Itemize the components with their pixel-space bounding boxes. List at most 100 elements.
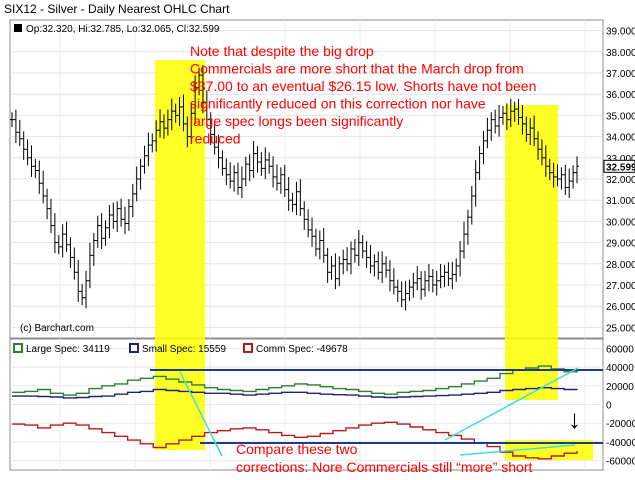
ohlc-bar [313,228,318,257]
price-tick-label: 25.000 [606,323,635,334]
ohlc-bar [368,244,373,274]
chart-title: SIX12 - Silver - Daily Nearest OHLC Char… [4,2,230,16]
cot-legend-label: Small Spec: 15559 [142,344,226,355]
ohlc-bar [274,164,279,191]
annotation-note-line: Note that despite the big drop [190,43,374,59]
ohlc-bar [220,150,225,176]
ohlc-bar [547,158,552,181]
annotation-compare-line: corrections: Nore Commercials still “mor… [236,459,533,475]
ohlc-bar [216,134,221,169]
ohlc-bar [411,272,416,298]
down-arrow-icon: ↓ [568,404,581,434]
cot-tick-label: 0 [606,401,612,412]
ohlc-bar [520,105,525,135]
cot-legend-swatch [13,343,23,353]
ohlc-bar [259,152,264,176]
ohlc-bar [17,119,22,147]
ohlc-bar [76,259,81,302]
ohlc-bar [290,192,295,212]
cot-legend-swatch [129,343,139,353]
price-tick-label: 37.000 [606,69,635,80]
ohlc-bar [399,281,404,308]
connector-line [211,435,223,457]
ohlc-bar [25,139,30,166]
connector-line [444,367,579,441]
ohlc-bar [10,112,14,128]
ohlc-bar [138,158,143,190]
ohlc-bar [48,198,53,234]
cot-legend-swatch [243,343,253,353]
ohlc-bar [134,166,139,202]
ohlc-bar [528,118,533,146]
ohlc-bars [10,65,579,311]
price-tick-label: 31.000 [606,196,635,207]
ohlc-bar [251,141,256,178]
cot-legend-label: Comm Spec: -49678 [256,344,348,355]
ohlc-bar [481,130,486,165]
price-tick-label: 27.000 [606,281,635,292]
connector-line [459,444,576,456]
ohlc-bar [516,99,521,125]
ohlc-bar [21,131,26,160]
ohlc-bar [356,230,361,266]
ohlc-bar [497,105,502,137]
ohlc-bar [278,167,283,194]
ohlc-bar [306,209,311,238]
ohlc-bar [130,183,135,218]
ohlc-bar [559,167,564,190]
ohlc-bar [575,156,579,184]
ohlc-bar [454,258,459,282]
ohlc-bar [419,271,424,300]
annotation-note-line: reduced [190,131,241,147]
ohlc-bar [298,179,303,217]
ohlc-bar [247,154,252,182]
price-tick-label: 28.000 [606,260,635,271]
ohlc-bar [360,235,365,259]
ohlc-bar [228,162,233,189]
cot-series-line [12,421,578,460]
annotation-note-line: significantly reduced on this correction… [190,96,486,112]
ohlc-bar [438,264,443,289]
ohlc-bar [271,156,276,188]
cot-tick-label: -60000 [606,457,635,468]
cot-tick-label: 60000 [606,344,634,355]
ohlc-bar [189,103,194,145]
ohlc-legend-swatch [14,24,22,32]
ohlc-bar [158,109,163,138]
ohlc-bar [532,115,537,147]
price-tick-label: 35.000 [606,111,635,122]
ohlc-bar [52,213,57,254]
ohlc-bar [282,164,287,198]
ohlc-bar [372,254,377,277]
cot-tick-label: 20000 [606,382,634,393]
ohlc-bar [72,247,77,280]
cot-tick-label: -20000 [606,419,635,430]
cot-series-line [12,387,578,399]
ohlc-bar [161,114,166,139]
ohlc-bar [485,117,490,149]
price-tick-label: 33.000 [606,154,635,165]
ohlc-bar [567,168,572,199]
ohlc-bar [224,158,229,186]
ohlc-bar [255,146,260,173]
price-tick-label: 39.000 [606,27,635,38]
ohlc-bar [387,260,392,292]
price-tick-label: 38.000 [606,48,635,59]
ohlc-bar [13,109,18,143]
ohlc-bar [80,283,85,306]
price-tick-label: 30.000 [606,217,635,228]
ohlc-bar [500,105,505,125]
ohlc-bar [493,109,498,134]
price-tick-label: 26.000 [606,302,635,313]
ohlc-bar [123,206,127,235]
ohlc-bar [329,255,334,280]
ohlc-bar [99,213,104,249]
ohlc-bar [33,158,38,178]
ohlc-bar [173,103,178,123]
ohlc-bar [395,279,400,302]
ohlc-readout: Op:32.320, Hi:32.785, Lo:32.065, Cl:32.5… [26,24,220,35]
ohlc-bar [37,160,42,194]
ohlc-bar [84,270,89,309]
ohlc-bar [310,217,315,247]
ohlc-bar [536,131,541,160]
